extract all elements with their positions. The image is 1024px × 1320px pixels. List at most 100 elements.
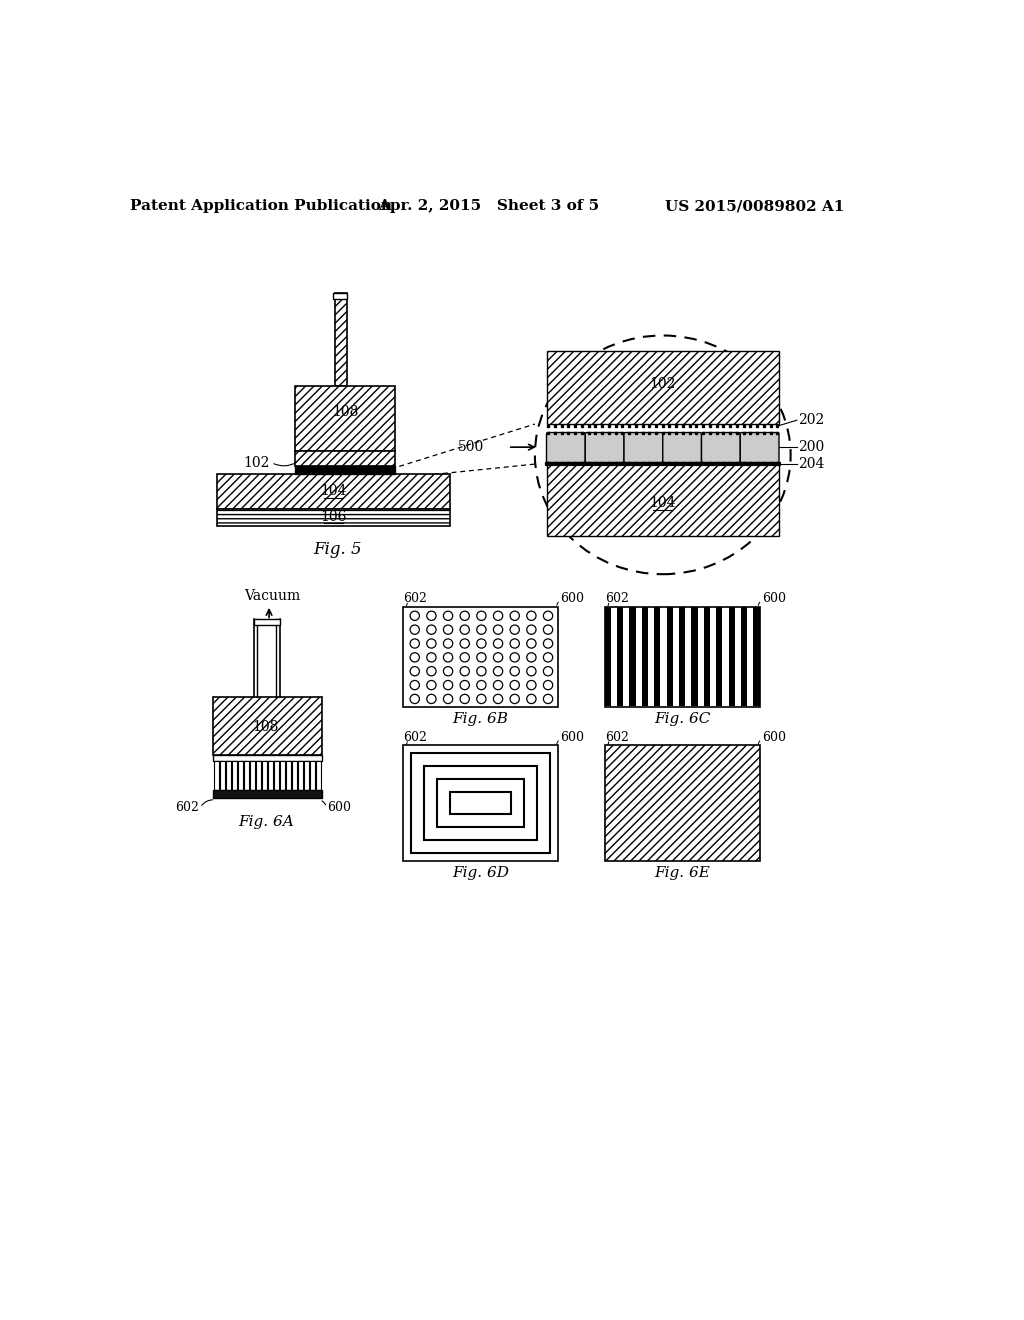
Bar xyxy=(256,762,261,789)
Text: 102: 102 xyxy=(244,455,270,470)
Bar xyxy=(703,607,710,706)
Bar xyxy=(213,697,322,755)
Circle shape xyxy=(427,681,436,690)
Text: 602: 602 xyxy=(403,731,427,744)
Bar xyxy=(232,762,237,789)
FancyBboxPatch shape xyxy=(663,433,701,462)
Bar xyxy=(287,762,291,789)
Bar xyxy=(304,762,309,789)
Bar xyxy=(667,607,673,706)
Circle shape xyxy=(410,653,420,663)
Circle shape xyxy=(460,611,469,620)
Text: Fig. 6A: Fig. 6A xyxy=(238,816,294,829)
Circle shape xyxy=(477,694,486,704)
Bar xyxy=(262,762,266,789)
Circle shape xyxy=(544,681,553,690)
Text: Apr. 2, 2015   Sheet 3 of 5: Apr. 2, 2015 Sheet 3 of 5 xyxy=(378,199,599,213)
Bar xyxy=(451,792,511,813)
Bar xyxy=(274,762,279,789)
Bar xyxy=(604,607,760,706)
Bar xyxy=(335,293,347,385)
Bar xyxy=(716,607,722,706)
Text: 200: 200 xyxy=(799,440,824,454)
Circle shape xyxy=(510,694,519,704)
Circle shape xyxy=(443,611,453,620)
Circle shape xyxy=(494,653,503,663)
Bar xyxy=(217,474,450,508)
Circle shape xyxy=(443,694,453,704)
Circle shape xyxy=(427,653,436,663)
Text: 108: 108 xyxy=(332,405,358,420)
Text: 500: 500 xyxy=(459,440,484,454)
Circle shape xyxy=(526,611,536,620)
Circle shape xyxy=(443,626,453,635)
Text: 602: 602 xyxy=(403,593,427,606)
Bar xyxy=(437,779,524,826)
Circle shape xyxy=(427,694,436,704)
Bar xyxy=(295,385,395,451)
FancyBboxPatch shape xyxy=(547,433,586,462)
Bar xyxy=(281,762,285,789)
Circle shape xyxy=(460,639,469,648)
Bar xyxy=(310,762,315,789)
Bar xyxy=(403,744,558,861)
Circle shape xyxy=(494,681,503,690)
Circle shape xyxy=(443,681,453,690)
Circle shape xyxy=(510,639,519,648)
Circle shape xyxy=(460,626,469,635)
Circle shape xyxy=(477,611,486,620)
Bar xyxy=(741,607,748,706)
Circle shape xyxy=(526,667,536,676)
Circle shape xyxy=(526,626,536,635)
Text: 202: 202 xyxy=(799,413,824,428)
Circle shape xyxy=(494,639,503,648)
Bar xyxy=(754,607,760,706)
Text: 104: 104 xyxy=(649,495,676,510)
Text: 102: 102 xyxy=(649,378,676,391)
Text: 600: 600 xyxy=(560,731,585,744)
Circle shape xyxy=(544,653,553,663)
Bar xyxy=(298,762,303,789)
Bar xyxy=(254,619,280,697)
Bar xyxy=(239,762,243,789)
Text: US 2015/0089802 A1: US 2015/0089802 A1 xyxy=(665,199,844,213)
Bar xyxy=(250,762,255,789)
Circle shape xyxy=(544,626,553,635)
Bar xyxy=(691,607,697,706)
Bar xyxy=(213,755,322,762)
Text: 602: 602 xyxy=(604,593,629,606)
Text: 600: 600 xyxy=(560,593,585,606)
Text: Fig. 5: Fig. 5 xyxy=(313,541,361,558)
Text: 600: 600 xyxy=(328,801,351,814)
FancyBboxPatch shape xyxy=(586,433,624,462)
Circle shape xyxy=(460,653,469,663)
Circle shape xyxy=(544,694,553,704)
Circle shape xyxy=(544,639,553,648)
Text: 104: 104 xyxy=(321,484,347,498)
Bar xyxy=(334,293,347,300)
Bar xyxy=(220,762,224,789)
Bar xyxy=(654,607,660,706)
Bar xyxy=(403,607,558,706)
Circle shape xyxy=(477,639,486,648)
Bar xyxy=(617,607,624,706)
Bar xyxy=(213,789,322,797)
Bar xyxy=(424,766,538,840)
FancyBboxPatch shape xyxy=(740,433,779,462)
FancyBboxPatch shape xyxy=(701,433,740,462)
Circle shape xyxy=(427,639,436,648)
Circle shape xyxy=(427,611,436,620)
Circle shape xyxy=(510,653,519,663)
Ellipse shape xyxy=(535,335,791,574)
Bar xyxy=(679,607,685,706)
Circle shape xyxy=(510,681,519,690)
Circle shape xyxy=(494,626,503,635)
Circle shape xyxy=(510,667,519,676)
Bar xyxy=(729,607,735,706)
Circle shape xyxy=(410,639,420,648)
Bar xyxy=(316,762,321,789)
Circle shape xyxy=(443,667,453,676)
Circle shape xyxy=(427,667,436,676)
Circle shape xyxy=(526,653,536,663)
Text: 204: 204 xyxy=(799,457,824,471)
